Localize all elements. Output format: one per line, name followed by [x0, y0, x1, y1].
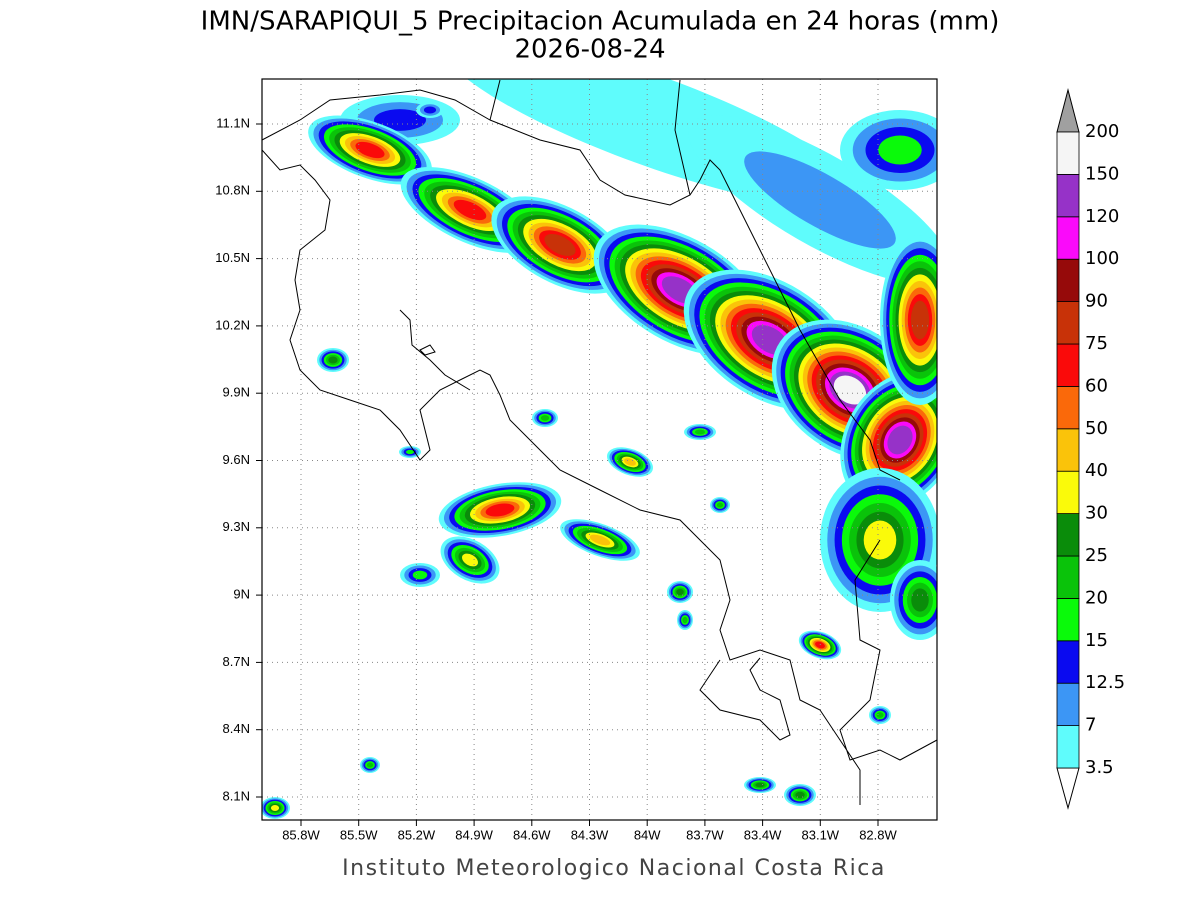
precip-contour [328, 356, 338, 364]
colorbar-label: 100 [1085, 248, 1119, 269]
title: IMN/SARAPIQUI_5 Precipitacion Acumulada … [201, 7, 1000, 37]
precip-contour [374, 109, 426, 131]
colorbar-bin [1056, 555, 1080, 599]
colorbar-over [1056, 88, 1080, 133]
lon-tick-label: 84.3W [571, 827, 609, 842]
lat-tick-label: 9.3N [223, 519, 250, 534]
colorbar-bin [1056, 470, 1080, 515]
colorbar-bin [1056, 173, 1080, 218]
lat-tick-label: 10.5N [215, 250, 250, 265]
precip-contour [366, 762, 374, 768]
coast-line [399, 309, 471, 391]
precip-contour [485, 503, 515, 517]
precip-contour [833, 375, 867, 405]
lon-tick-label: 83.1W [802, 827, 840, 842]
coast-line [262, 149, 937, 805]
colorbar-bin [1056, 725, 1080, 769]
colorbar-label: 25 [1085, 545, 1108, 566]
precip-contour [911, 588, 929, 612]
lat-tick-label: 9.6N [223, 452, 250, 467]
precip-contour [453, 199, 487, 221]
colorbar-bin [1056, 343, 1080, 387]
precip-contour [682, 616, 688, 624]
precip-contour [876, 712, 884, 718]
lat-tick-label: 9.9N [223, 385, 250, 400]
precip-contour [694, 429, 706, 435]
colorbar-label: 60 [1085, 375, 1108, 396]
precip-contour [887, 425, 913, 455]
lon-tick-label: 82.8W [859, 827, 897, 842]
colorbar-label: 15 [1085, 630, 1108, 651]
map-frame [261, 78, 938, 821]
colorbar-bin [1056, 640, 1080, 684]
precip-contour [423, 106, 437, 114]
colorbar-label: 40 [1085, 460, 1108, 481]
colorbar-bin [1056, 301, 1080, 345]
colorbar-label: 30 [1085, 503, 1108, 524]
lon-tick-label: 83.7W [686, 827, 724, 842]
lon-tick-label: 84.6W [513, 827, 551, 842]
colorbar-label: 75 [1085, 333, 1108, 354]
precip-contour [910, 300, 930, 340]
precip-contour [462, 553, 478, 567]
precip-contour [355, 141, 385, 159]
lat-tick-label: 10.8N [215, 183, 250, 198]
lon-tick-label: 83.4W [744, 827, 782, 842]
colorbar-under [1056, 767, 1080, 810]
colorbar-label: 90 [1085, 291, 1108, 312]
lon-tick-label: 85.8W [282, 827, 320, 842]
lat-tick-label: 8.1N [223, 788, 250, 803]
colorbar-label: 120 [1085, 206, 1119, 227]
precip-contour [878, 135, 922, 165]
colorbar-label: 150 [1085, 163, 1119, 184]
lat-tick-label: 10.2N [215, 317, 250, 332]
colorbar-label: 50 [1085, 418, 1108, 439]
colorbar-bin [1056, 598, 1080, 642]
colorbar-bin [1056, 385, 1080, 430]
lon-tick-label: 84W [634, 827, 661, 842]
colorbar-label: 3.5 [1085, 757, 1114, 778]
lon-tick-label: 85.2W [398, 827, 436, 842]
colorbar-bin [1056, 258, 1080, 303]
precip-contour [716, 502, 724, 508]
precip-contour [544, 233, 576, 257]
colorbar-label: 12.5 [1085, 672, 1125, 693]
border-line [262, 79, 901, 481]
colorbar-bin [1056, 216, 1080, 260]
colorbar-bin [1056, 428, 1080, 472]
coastline [262, 79, 937, 805]
lat-tick-label: 8.4N [223, 721, 250, 736]
precip-contour [540, 415, 550, 421]
colorbar-label: 7 [1085, 715, 1096, 736]
precip-contour [795, 791, 805, 799]
colorbar-bin [1056, 131, 1080, 175]
lat-tick-label: 8.7N [223, 654, 250, 669]
subtitle: 2026-08-24 [514, 35, 665, 65]
footer: Instituto Meteorologico Nacional Costa R… [342, 856, 886, 881]
colorbar-label: 20 [1085, 587, 1108, 608]
precip-contour [406, 449, 414, 455]
lon-tick-label: 84.9W [455, 827, 493, 842]
precipitation-field [262, 79, 937, 819]
colorbar-label: 200 [1085, 121, 1119, 142]
lat-tick-label: 11.1N [216, 115, 250, 130]
precip-contour [412, 570, 428, 580]
precip-contour [676, 588, 684, 596]
lon-tick-label: 85.5W [340, 827, 378, 842]
precip-contour [815, 641, 825, 649]
precip-contour [270, 805, 280, 811]
colorbar-bin [1056, 682, 1080, 727]
colorbar-bin [1056, 513, 1080, 557]
grid: 85.8W 85.5W 85.2W 84.9W 84.6W 84.3W 84W 83.7W 83… [215, 79, 937, 842]
precip-contour [755, 782, 765, 788]
lat-tick-label: 9N [233, 587, 250, 602]
precip-contour [589, 534, 611, 546]
colorbar: 3.5 7 12.5 15 20 25 30 40 50 60 75 90 100 120 150 200 [1056, 88, 1125, 810]
